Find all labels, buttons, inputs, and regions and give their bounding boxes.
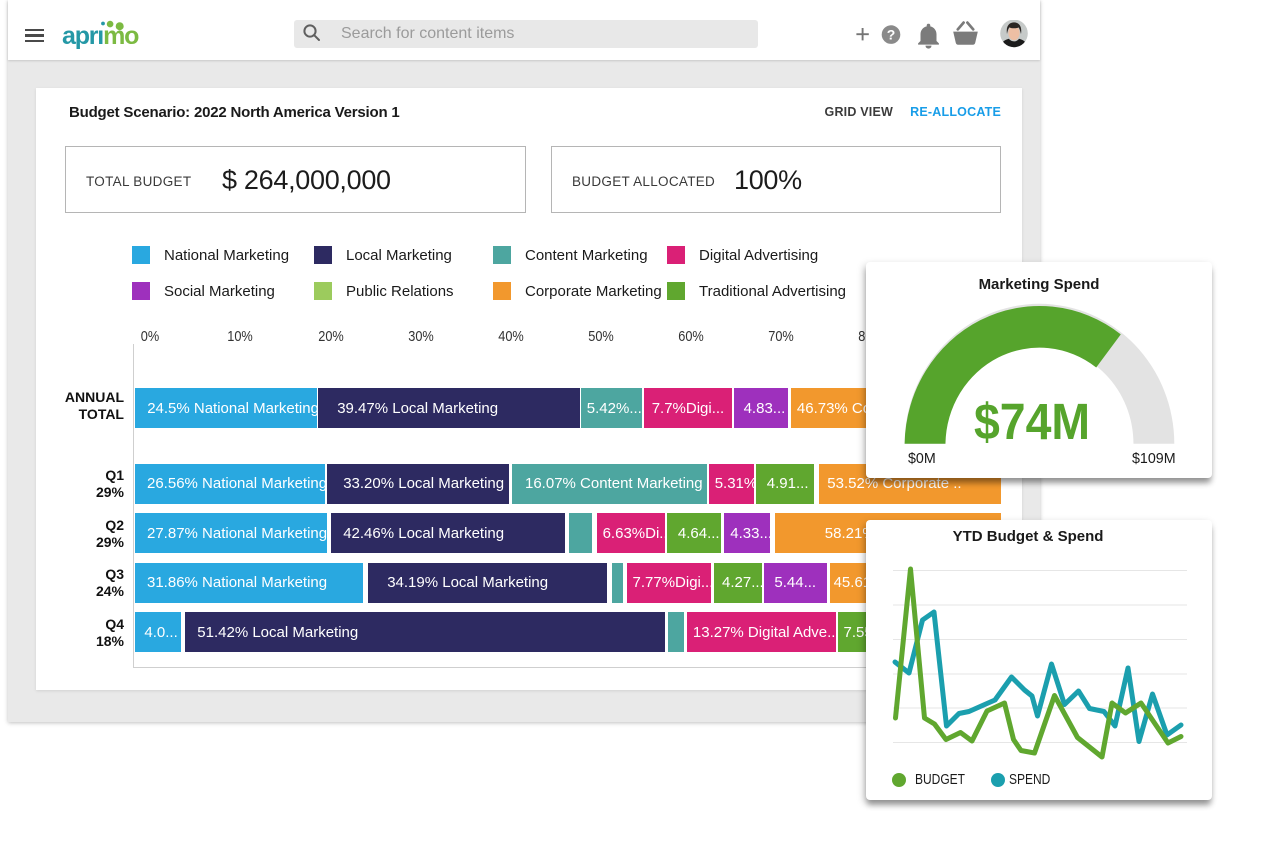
svg-text:?: ? xyxy=(887,27,896,43)
